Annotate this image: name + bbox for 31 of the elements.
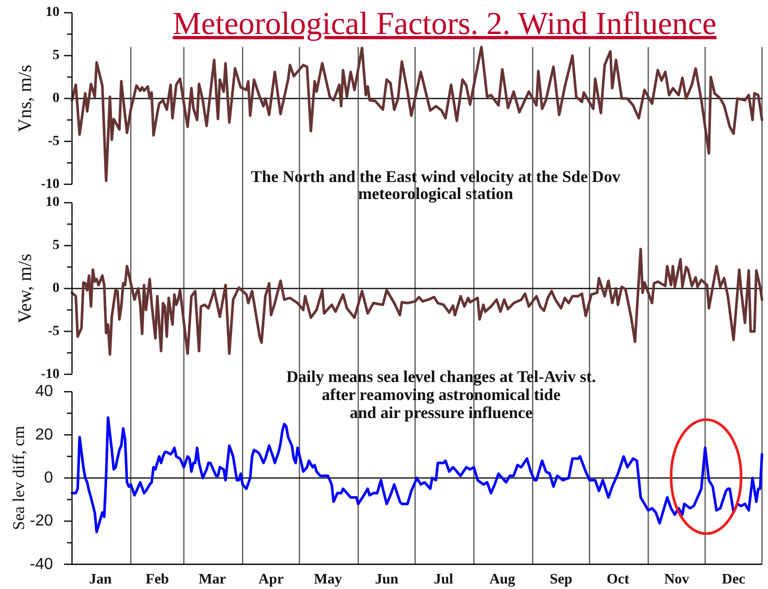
y-tick-label: 10	[46, 5, 60, 20]
y-axis-title: Vew, m/s	[14, 254, 36, 324]
y-tick-label: -5	[48, 324, 60, 339]
x-tick-label: Mar	[198, 571, 227, 588]
x-tick-label: Dec	[722, 571, 746, 588]
y-tick-label: 0	[44, 470, 54, 486]
x-tick-label: Jul	[434, 571, 454, 588]
y-tick-label: -10	[40, 366, 60, 382]
y-tick-label: 5	[52, 238, 60, 254]
x-tick-label: Feb	[146, 571, 169, 588]
y-tick-label: 0	[52, 91, 60, 106]
y-tick-label: 10	[46, 195, 60, 210]
x-tick-label: Jan	[89, 571, 112, 588]
x-tick-label: Apr	[258, 571, 284, 588]
y-tick-label: 20	[35, 426, 54, 444]
x-tick-label: Oct	[606, 571, 630, 588]
x-tick-label: Sep	[550, 571, 572, 588]
y-tick-label: -40	[30, 556, 54, 573]
y-axis-title: Sea lev diff, cm	[8, 426, 28, 530]
y-tick-label: 0	[52, 281, 60, 296]
y-tick-label: 40	[35, 383, 54, 400]
y-tick-label: -10	[40, 176, 60, 192]
x-tick-label: Aug	[489, 571, 516, 588]
chart-title: Meteorological Factors. 2. Wind Influence	[172, 5, 716, 41]
x-tick-label: Jun	[374, 571, 398, 588]
y-tick-label: -20	[30, 512, 54, 530]
y-tick-label: 5	[52, 48, 60, 64]
y-axis-title: Vns, m/s	[14, 64, 36, 132]
y-tick-label: -5	[48, 134, 60, 149]
x-tick-label: Nov	[664, 571, 690, 588]
x-tick-label: May	[314, 571, 343, 588]
